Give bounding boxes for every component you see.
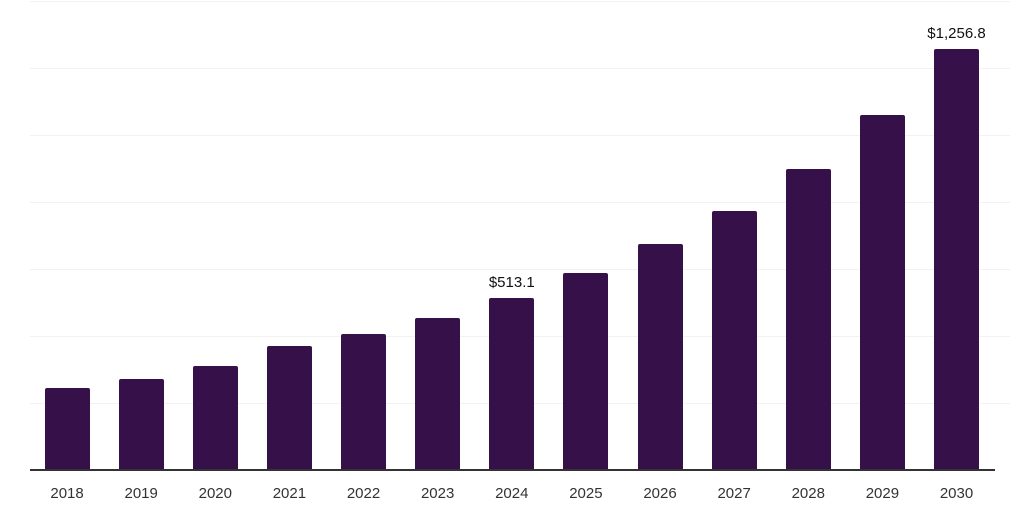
value-label-2024: $513.1 [488, 274, 535, 292]
bar-2019 [118, 378, 164, 470]
x-axis-label-2023: 2023 [420, 485, 455, 502]
x-axis-label-2018: 2018 [50, 485, 84, 502]
x-axis-label-2025: 2025 [569, 485, 603, 502]
value-label-2030: $1,256.8 [927, 24, 986, 42]
x-axis-label-2024: 2024 [495, 485, 529, 502]
x-axis-label-2019: 2019 [124, 485, 158, 502]
bar-2022 [341, 334, 387, 470]
x-axis-label-2028: 2028 [791, 485, 825, 502]
bar-2030 [934, 48, 979, 470]
bar-2029 [859, 114, 905, 470]
gridline-1400 [30, 0, 1010, 2]
x-axis-label-2030: 2030 [939, 485, 974, 502]
x-axis-label-2020: 2020 [198, 485, 232, 502]
x-axis-label-2027: 2027 [717, 485, 751, 502]
bar-2021 [266, 346, 312, 470]
bar-2026 [637, 244, 683, 470]
bar-2024 [489, 298, 535, 470]
x-axis-label-2021: 2021 [272, 485, 307, 502]
bar-2027 [711, 211, 757, 470]
gridline-1200 [30, 67, 1010, 69]
bar-2028 [785, 168, 831, 470]
gridline-800 [30, 201, 1010, 203]
gridline-1000 [30, 134, 1010, 136]
bar-2018 [44, 387, 90, 470]
bar-2025 [563, 272, 609, 470]
x-axis-label-2022: 2022 [346, 485, 381, 502]
gridline-600 [30, 268, 1010, 270]
x-axis-label-2029: 2029 [865, 485, 900, 502]
x-axis-line [30, 469, 995, 471]
bar-2023 [415, 318, 461, 470]
bar-2020 [192, 366, 238, 470]
x-axis-label-2026: 2026 [643, 485, 677, 502]
